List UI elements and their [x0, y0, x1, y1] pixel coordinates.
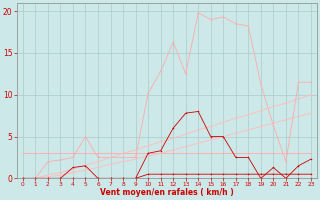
X-axis label: Vent moyen/en rafales ( km/h ): Vent moyen/en rafales ( km/h ) [100, 188, 234, 197]
